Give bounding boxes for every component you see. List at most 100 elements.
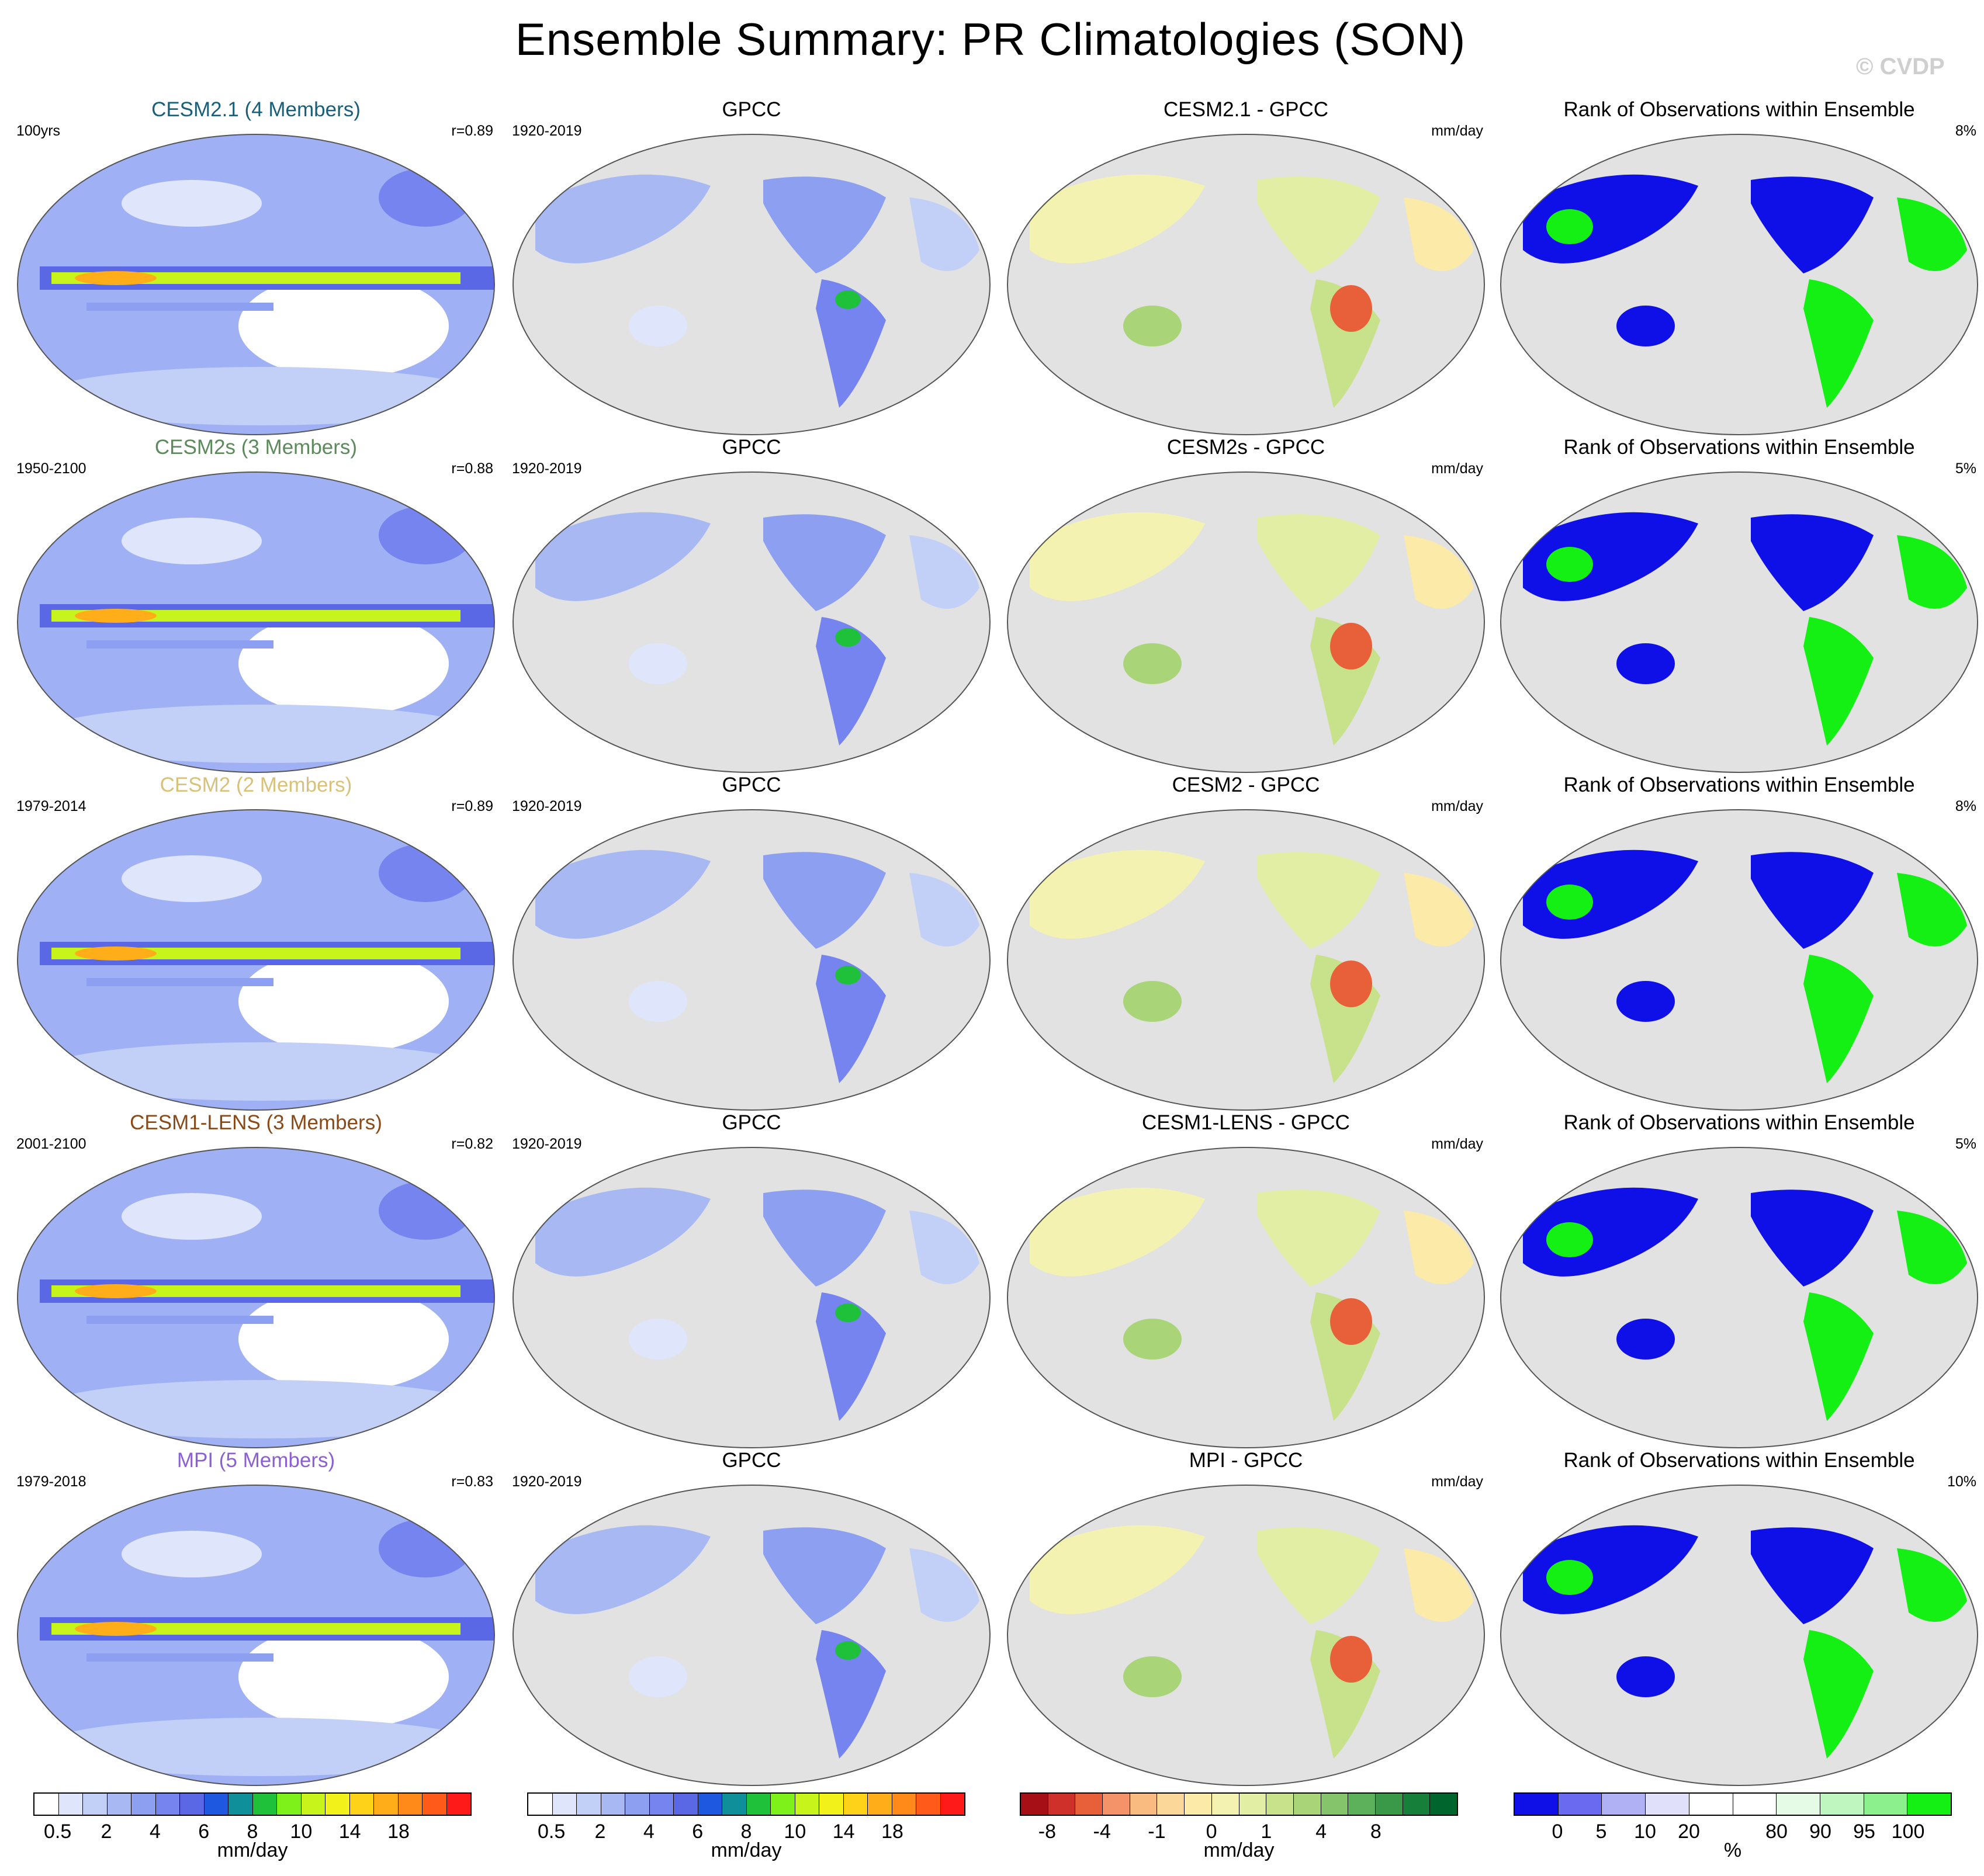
- colorbar-tick-label: 18: [881, 1820, 903, 1843]
- colorbar-units: mm/day: [711, 1839, 782, 1861]
- colorbar-tick-label: 0: [1552, 1820, 1563, 1843]
- colorbar-boxes: [33, 1792, 472, 1816]
- colorbar-swatch: [34, 1794, 59, 1815]
- diff-map-svg: [1007, 809, 1485, 1111]
- colorbar-swatch: [58, 1794, 83, 1815]
- colorbar-swatch: [843, 1794, 868, 1815]
- rank-panel-title: Rank of Observations within Ensemble: [1563, 1111, 1915, 1134]
- colorbar-ticks: 0.5 2 4 6 8 10 14 18: [527, 1816, 965, 1844]
- colorbar-swatch: [131, 1794, 156, 1815]
- colorbar-tick-label: 14: [832, 1820, 855, 1843]
- colorbar-swatch: [1157, 1794, 1185, 1815]
- colorbar-tick-label: -8: [1038, 1820, 1056, 1843]
- diff-panel-title: CESM2s - GPCC: [1166, 436, 1325, 459]
- diff-panel: CESM2s - GPCC mm/day: [998, 436, 1494, 774]
- colorbar-tick-label: 90: [1809, 1820, 1831, 1843]
- colorbar-swatch: [1558, 1794, 1602, 1815]
- colorbar-tick-label: 18: [387, 1820, 410, 1843]
- rank-panel-title: Rank of Observations within Ensemble: [1563, 98, 1915, 121]
- rank-percent: 10%: [1947, 1473, 1976, 1490]
- model-years: 2001-2100: [16, 1136, 86, 1152]
- model-panel-title: CESM2s (3 Members): [154, 436, 358, 459]
- model-panel: MPI (5 Members) 1979-2018 r=0.83: [8, 1449, 504, 1787]
- colorbar-swatch: [601, 1794, 625, 1815]
- colorbar-swatch: [1348, 1794, 1376, 1815]
- colorbar-swatch: [674, 1794, 698, 1815]
- colorbar-swatch: [1185, 1794, 1212, 1815]
- colorbar-tick-label: 0: [1206, 1820, 1217, 1843]
- model-years: 1979-2018: [16, 1473, 86, 1490]
- colorbar-swatch: [1403, 1794, 1431, 1815]
- rank-percent: 8%: [1955, 123, 1976, 139]
- colorbar-tick-label: 5: [1595, 1820, 1607, 1843]
- colorbar-tick-label: 2: [101, 1820, 112, 1843]
- colorbar-swatch: [228, 1794, 253, 1815]
- diff-units: mm/day: [1431, 460, 1483, 477]
- obs-years: 1920-2019: [512, 1136, 582, 1152]
- colorbar-tick-label: 4: [1315, 1820, 1327, 1843]
- model-correlation: r=0.83: [451, 1473, 493, 1490]
- diff-map: [1006, 1484, 1486, 1787]
- rank-map-svg: [1500, 1485, 1978, 1786]
- model-map: [16, 809, 496, 1111]
- obs-map: [512, 1484, 991, 1787]
- colorbar-tick-label: 10: [784, 1820, 806, 1843]
- rank-panel-title: Rank of Observations within Ensemble: [1563, 774, 1915, 796]
- rank-map: [1500, 1146, 1979, 1449]
- colorbar-swatch: [83, 1794, 108, 1815]
- colorbar-swatch: [301, 1794, 326, 1815]
- rank-panel: Rank of Observations within Ensemble 5%: [1491, 436, 1984, 774]
- model-panel-title: CESM2.1 (4 Members): [151, 98, 361, 121]
- colorbar-tick-label: 10: [290, 1820, 313, 1843]
- colorbar-swatch: [940, 1794, 964, 1815]
- model-panel: CESM2 (2 Members) 1979-2014 r=0.89: [8, 774, 504, 1111]
- model-map: [16, 1484, 496, 1787]
- diff-panel-title: CESM2 - GPCC: [1172, 774, 1320, 796]
- colorbar-ticks: 0 5 10 20 80 90 95 100: [1514, 1816, 1952, 1844]
- colorbar-boxes: [1514, 1792, 1952, 1816]
- diff-map: [1006, 133, 1486, 436]
- cvdp-watermark: © CVDP: [1856, 54, 1945, 79]
- diff-map: [1006, 809, 1486, 1111]
- colorbar-swatch: [795, 1794, 819, 1815]
- colorbar-tick-label: 4: [643, 1820, 655, 1843]
- colorbar-tick-label: 80: [1765, 1820, 1788, 1843]
- colorbar-tick-label: 14: [338, 1820, 361, 1843]
- colorbar-tick-label: 20: [1678, 1820, 1700, 1843]
- diff-panel: CESM1-LENS - GPCC mm/day: [998, 1111, 1494, 1449]
- model-map-svg: [17, 134, 495, 435]
- diff-panel: CESM2.1 - GPCC mm/day: [998, 98, 1494, 436]
- colorbar-rank: 0 5 10 20 80 90 95 100 %: [1514, 1792, 1952, 1862]
- rank-map-svg: [1500, 1147, 1978, 1448]
- colorbar-swatch: [892, 1794, 916, 1815]
- colorbar-tick-label: -4: [1093, 1820, 1111, 1843]
- colorbar-tick-label: 95: [1853, 1820, 1875, 1843]
- colorbar-swatch: [446, 1794, 470, 1815]
- model-map: [16, 1146, 496, 1449]
- obs-years: 1920-2019: [512, 460, 582, 477]
- colorbar-swatch: [1103, 1794, 1130, 1815]
- colorbar-tick-label: 6: [692, 1820, 704, 1843]
- colorbar-tick-label: 4: [149, 1820, 161, 1843]
- colorbar-swatch: [1293, 1794, 1321, 1815]
- rank-panel: Rank of Observations within Ensemble 10%: [1491, 1449, 1984, 1787]
- rank-map: [1500, 471, 1979, 774]
- colorbar-swatch: [1375, 1794, 1403, 1815]
- model-correlation: r=0.82: [451, 1136, 493, 1152]
- colorbar-swatch: [423, 1794, 447, 1815]
- model-correlation: r=0.89: [451, 123, 493, 139]
- diff-map-svg: [1007, 1147, 1485, 1448]
- colorbar-swatch: [326, 1794, 350, 1815]
- rank-map-svg: [1500, 471, 1978, 773]
- diff-units: mm/day: [1431, 798, 1483, 814]
- diff-map-svg: [1007, 134, 1485, 435]
- obs-panel: GPCC 1920-2019: [504, 436, 999, 774]
- obs-years: 1920-2019: [512, 798, 582, 814]
- obs-panel-title: GPCC: [722, 774, 781, 796]
- obs-map-svg: [513, 1147, 991, 1448]
- colorbar-tick-label: 0.5: [44, 1820, 72, 1843]
- model-years: 1950-2100: [16, 460, 86, 477]
- colorbar-units: %: [1723, 1839, 1742, 1861]
- model-years: 100yrs: [16, 123, 61, 139]
- colorbar-swatch: [1907, 1794, 1951, 1815]
